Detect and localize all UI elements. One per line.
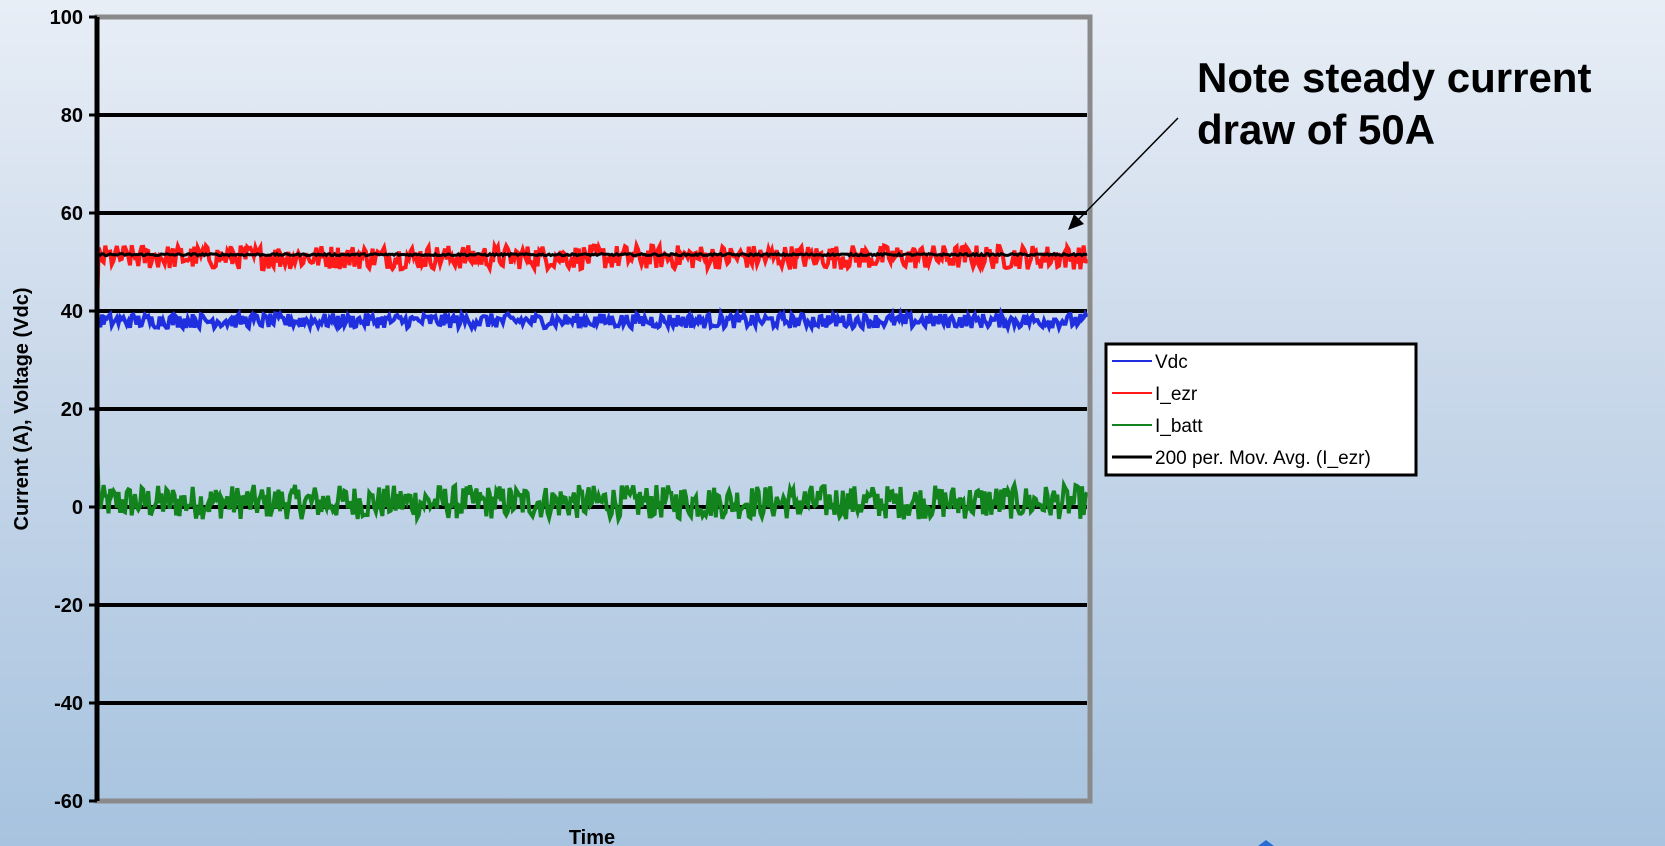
decorative-arrow-icon xyxy=(1258,840,1274,846)
legend-box xyxy=(1104,342,1418,477)
y-tick-label: 80 xyxy=(61,105,83,127)
gridlines xyxy=(97,113,1087,705)
y-tick-label: 100 xyxy=(50,7,83,29)
legend-label: I_ezr xyxy=(1155,384,1198,405)
x-axis-title: Time xyxy=(569,827,615,846)
y-tick-label: 60 xyxy=(61,203,83,225)
legend: Vdc I_ezr I_batt 200 per. Mov. Avg. (I_ezr) xyxy=(1104,342,1418,477)
y-tick-labels: 100 80 60 40 20 0 -20 -40 -60 xyxy=(50,7,97,813)
series-line-vdc xyxy=(95,306,1089,335)
y-tick-label: -40 xyxy=(54,693,83,715)
y-tick-label: -20 xyxy=(54,595,83,617)
legend-label: 200 per. Mov. Avg. (I_ezr) xyxy=(1155,448,1371,469)
legend-label: Vdc xyxy=(1155,352,1188,373)
series-line-200-per-mov-avg-i-ezr xyxy=(96,251,1088,258)
annotation-arrow xyxy=(1077,117,1179,221)
series-lines xyxy=(95,238,1089,526)
y-tick-label: -60 xyxy=(54,791,83,813)
annotation-arrowhead xyxy=(1068,214,1084,230)
y-tick-label: 40 xyxy=(61,301,83,323)
annotation-note: Note steady current draw of 50A xyxy=(1197,52,1591,156)
legend-label: I_batt xyxy=(1155,416,1203,437)
y-tick-label: 20 xyxy=(61,399,83,421)
annotation-line-2: draw of 50A xyxy=(1197,106,1436,153)
y-tick-label: 0 xyxy=(72,497,83,519)
series-line-i-ezr xyxy=(95,238,1089,312)
y-axis-title: Current (A), Voltage (Vdc) xyxy=(11,288,33,531)
annotation-line-1: Note steady current xyxy=(1197,54,1592,101)
series-line-i-batt xyxy=(95,443,1089,526)
